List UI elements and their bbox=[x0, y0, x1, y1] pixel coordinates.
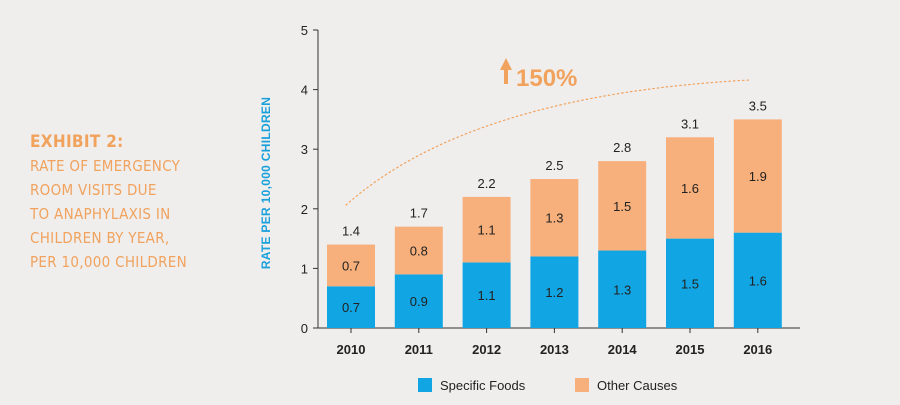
y-tick-label: 2 bbox=[301, 202, 308, 217]
exhibit-title: EXHIBIT 2: bbox=[30, 132, 124, 152]
bar-other-causes bbox=[598, 161, 647, 251]
data-label-specific-foods: 1.2 bbox=[545, 285, 563, 300]
data-label-other-causes: 1.3 bbox=[545, 211, 563, 226]
bar-other-causes bbox=[462, 196, 511, 263]
data-label-other-causes: 0.8 bbox=[410, 244, 428, 259]
exhibit-line: CHILDREN BY YEAR, bbox=[30, 229, 170, 247]
data-label-specific-foods: 1.6 bbox=[749, 273, 767, 288]
exhibit-caption: EXHIBIT 2: RATE OF EMERGENCY ROOM VISITS… bbox=[30, 130, 245, 274]
data-label-total: 1.4 bbox=[342, 224, 360, 239]
up-arrow-shaft bbox=[504, 68, 508, 84]
data-label-specific-foods: 1.1 bbox=[478, 288, 496, 303]
bar-specific-foods bbox=[462, 262, 511, 328]
bar-specific-foods bbox=[733, 232, 782, 328]
bar-other-causes bbox=[733, 119, 782, 233]
x-tick-label: 2016 bbox=[743, 342, 772, 357]
data-label-total: 3.1 bbox=[681, 116, 699, 131]
data-label-other-causes: 1.6 bbox=[681, 181, 699, 196]
exhibit-line: PER 10,000 CHILDREN bbox=[30, 253, 187, 271]
legend-swatch-other-causes bbox=[575, 378, 589, 392]
y-tick-label: 5 bbox=[301, 23, 308, 38]
up-arrow-icon bbox=[500, 58, 512, 70]
bar-specific-foods bbox=[327, 286, 375, 328]
bar-other-causes bbox=[394, 226, 443, 275]
exhibit-line: TO ANAPHYLAXIS IN bbox=[30, 205, 171, 223]
y-axis-title: RATE PER 10,000 CHILDREN bbox=[259, 97, 273, 269]
data-label-total: 3.5 bbox=[749, 98, 767, 113]
bar-specific-foods bbox=[394, 274, 443, 328]
x-tick-label: 2011 bbox=[405, 342, 433, 357]
legend-swatch-specific-foods bbox=[418, 378, 432, 392]
bar-other-causes bbox=[666, 137, 714, 239]
growth-trend-curve bbox=[345, 79, 751, 206]
data-label-specific-foods: 0.9 bbox=[410, 294, 428, 309]
data-label-total: 2.5 bbox=[545, 158, 563, 173]
y-tick-label: 1 bbox=[301, 261, 308, 276]
y-tick-label: 4 bbox=[301, 83, 308, 98]
data-label-total: 2.8 bbox=[613, 140, 631, 155]
exhibit-line: RATE OF EMERGENCY bbox=[30, 157, 181, 175]
data-label-other-causes: 1.5 bbox=[613, 199, 631, 214]
data-label-specific-foods: 0.7 bbox=[342, 300, 360, 315]
data-label-other-causes: 1.1 bbox=[478, 223, 496, 238]
data-label-total: 2.2 bbox=[478, 176, 496, 191]
x-tick-label: 2010 bbox=[337, 342, 366, 357]
x-tick-label: 2015 bbox=[676, 342, 705, 357]
x-tick-label: 2014 bbox=[608, 342, 638, 357]
bar-other-causes bbox=[327, 244, 375, 287]
data-label-specific-foods: 1.5 bbox=[681, 276, 699, 291]
exhibit-line: ROOM VISITS DUE bbox=[30, 181, 157, 199]
bar-specific-foods bbox=[598, 250, 647, 328]
bar-specific-foods bbox=[666, 238, 714, 328]
growth-annotation: 150% bbox=[516, 65, 577, 92]
x-tick-label: 2013 bbox=[540, 342, 569, 357]
legend-label-specific-foods: Specific Foods bbox=[440, 378, 526, 393]
bar-other-causes bbox=[530, 179, 579, 257]
data-label-other-causes: 1.9 bbox=[749, 169, 767, 184]
data-label-total: 1.7 bbox=[410, 206, 428, 221]
data-label-specific-foods: 1.3 bbox=[613, 282, 631, 297]
y-tick-label: 0 bbox=[301, 321, 308, 336]
y-tick-label: 3 bbox=[301, 142, 308, 157]
legend-label-other-causes: Other Causes bbox=[597, 378, 678, 393]
data-label-other-causes: 0.7 bbox=[342, 258, 360, 273]
x-tick-label: 2012 bbox=[472, 342, 501, 357]
bar-specific-foods bbox=[530, 256, 579, 328]
